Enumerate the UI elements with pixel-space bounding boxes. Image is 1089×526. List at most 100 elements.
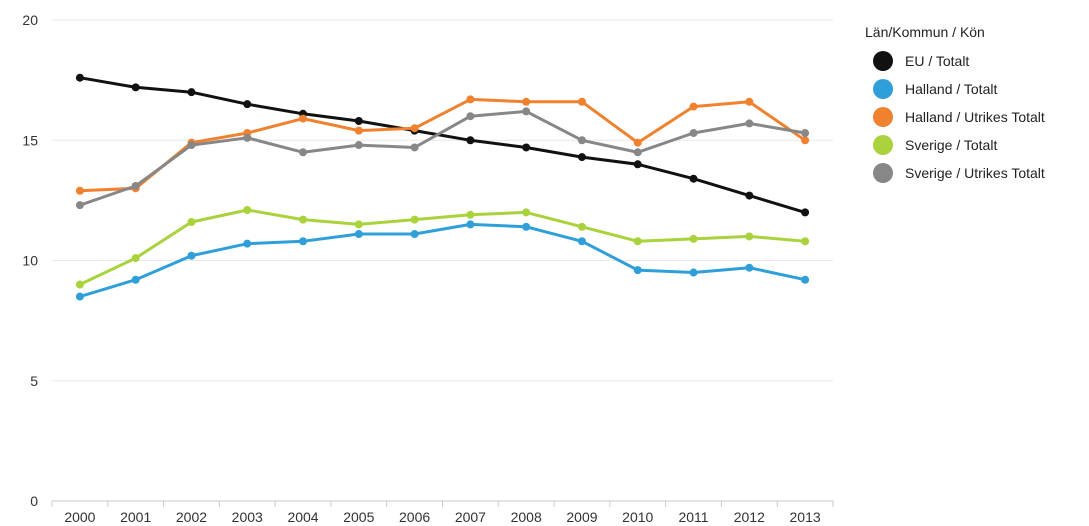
data-point[interactable] (689, 129, 698, 138)
data-point[interactable] (522, 107, 531, 116)
data-point[interactable] (745, 119, 754, 128)
data-point[interactable] (522, 97, 531, 106)
data-point[interactable] (577, 153, 586, 162)
data-point[interactable] (801, 275, 810, 284)
x-axis: 2000 2001 2002 2003 2004 2005 2006 2007 2008 2009… (51, 501, 834, 525)
data-point[interactable] (466, 210, 475, 219)
data-point[interactable] (801, 129, 810, 138)
y-tick-label: 10 (22, 253, 38, 269)
data-point[interactable] (577, 97, 586, 106)
data-point[interactable] (689, 102, 698, 111)
data-point[interactable] (187, 218, 196, 227)
x-tick-label: 2013 (790, 509, 821, 525)
data-point[interactable] (522, 208, 531, 217)
legend-marker (873, 51, 893, 71)
y-tick-label: 15 (22, 132, 38, 148)
data-point[interactable] (187, 141, 196, 150)
data-point[interactable] (131, 254, 140, 263)
data-point[interactable] (187, 88, 196, 97)
data-point[interactable] (243, 205, 252, 214)
data-point[interactable] (577, 237, 586, 246)
data-point[interactable] (243, 239, 252, 248)
x-tick-label: 2012 (734, 509, 765, 525)
data-point[interactable] (689, 268, 698, 277)
x-tick-label: 2001 (120, 509, 151, 525)
x-tick-label: 2009 (566, 509, 597, 525)
data-point[interactable] (745, 232, 754, 241)
data-point[interactable] (801, 208, 810, 217)
data-point[interactable] (410, 124, 419, 133)
series-4 (75, 205, 810, 289)
data-point[interactable] (745, 263, 754, 272)
data-point[interactable] (75, 292, 84, 301)
data-point[interactable] (633, 266, 642, 275)
data-point[interactable] (633, 138, 642, 147)
legend-marker (873, 79, 893, 99)
x-tick-label: 2005 (343, 509, 374, 525)
legend-item[interactable]: Halland / Utrikes Totalt (873, 107, 1045, 127)
data-point[interactable] (243, 133, 252, 142)
data-point[interactable] (633, 148, 642, 157)
data-point[interactable] (299, 114, 308, 123)
data-point[interactable] (577, 136, 586, 145)
data-point[interactable] (801, 237, 810, 246)
legend-item[interactable]: Halland / Totalt (873, 79, 997, 99)
legend-label: Sverige / Totalt (905, 137, 997, 153)
data-point[interactable] (689, 174, 698, 183)
data-point[interactable] (410, 143, 419, 152)
series-2 (75, 220, 810, 301)
y-tick-label: 0 (30, 493, 38, 509)
legend-label: EU / Totalt (905, 53, 969, 69)
data-point[interactable] (410, 215, 419, 224)
data-point[interactable] (354, 230, 363, 239)
data-point[interactable] (75, 186, 84, 195)
data-point[interactable] (577, 222, 586, 231)
data-point[interactable] (354, 141, 363, 150)
data-point[interactable] (299, 148, 308, 157)
data-point[interactable] (243, 100, 252, 109)
legend-item[interactable]: Sverige / Totalt (873, 135, 997, 155)
legend-marker (873, 107, 893, 127)
data-point[interactable] (466, 112, 475, 121)
data-point[interactable] (131, 275, 140, 284)
data-point[interactable] (745, 97, 754, 106)
data-point[interactable] (466, 136, 475, 145)
data-point[interactable] (131, 181, 140, 190)
data-point[interactable] (354, 220, 363, 229)
x-tick-label: 2008 (511, 509, 542, 525)
data-point[interactable] (466, 95, 475, 104)
data-point[interactable] (633, 160, 642, 169)
x-tick-label: 2004 (287, 509, 318, 525)
data-point[interactable] (522, 143, 531, 152)
data-point[interactable] (410, 230, 419, 239)
series-line (78, 222, 807, 299)
data-point[interactable] (689, 234, 698, 243)
series-line (78, 109, 807, 207)
data-point[interactable] (354, 117, 363, 126)
data-point[interactable] (745, 191, 754, 200)
data-point[interactable] (466, 220, 475, 229)
data-point[interactable] (75, 280, 84, 289)
data-point[interactable] (299, 237, 308, 246)
legend-marker (873, 163, 893, 183)
data-point[interactable] (633, 237, 642, 246)
y-tick-label: 20 (22, 12, 38, 28)
legend: Län/Kommun / Kön EU / Totalt Halland / To… (865, 24, 1045, 183)
data-point[interactable] (187, 251, 196, 260)
series-line (78, 76, 807, 214)
data-point[interactable] (131, 83, 140, 92)
x-tick-label: 2002 (176, 509, 207, 525)
data-point[interactable] (75, 73, 84, 82)
data-point[interactable] (299, 215, 308, 224)
data-point[interactable] (75, 201, 84, 210)
data-point[interactable] (522, 222, 531, 231)
legend-item[interactable]: Sverige / Utrikes Totalt (873, 163, 1045, 183)
data-point[interactable] (354, 126, 363, 135)
x-tick-label: 2003 (232, 509, 263, 525)
series-line (78, 97, 807, 193)
series-line (78, 208, 807, 286)
y-tick-label: 5 (30, 373, 38, 389)
data-point[interactable] (801, 136, 810, 145)
series-1 (75, 73, 810, 217)
legend-item[interactable]: EU / Totalt (873, 51, 969, 71)
